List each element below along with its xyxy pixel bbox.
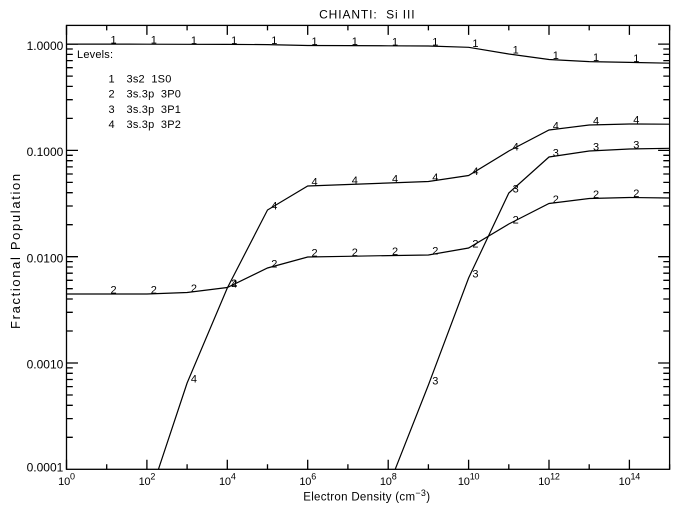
svg-text:2: 2 <box>513 215 519 227</box>
svg-text:2: 2 <box>231 278 237 290</box>
svg-text:1: 1 <box>109 73 115 85</box>
svg-text:1: 1 <box>432 37 438 49</box>
svg-text:2: 2 <box>271 259 277 271</box>
svg-text:0.0100: 0.0100 <box>27 251 64 265</box>
svg-text:0.1000: 0.1000 <box>27 145 64 159</box>
svg-text:0.0001: 0.0001 <box>27 460 64 474</box>
svg-text:3: 3 <box>593 142 599 154</box>
svg-text:1: 1 <box>633 53 639 65</box>
svg-text:1: 1 <box>593 52 599 64</box>
svg-text:4: 4 <box>191 374 197 386</box>
svg-text:1: 1 <box>352 36 358 48</box>
svg-text:1: 1 <box>392 36 398 48</box>
svg-text:2: 2 <box>432 246 438 258</box>
svg-text:2: 2 <box>111 285 117 297</box>
svg-text:1: 1 <box>111 35 117 47</box>
svg-text:4: 4 <box>392 174 398 186</box>
svg-text:4: 4 <box>432 172 438 184</box>
svg-text:3s2 1S0: 3s2 1S0 <box>127 73 172 85</box>
svg-text:1: 1 <box>553 50 559 62</box>
svg-text:3: 3 <box>633 140 639 152</box>
svg-text:3: 3 <box>432 376 438 388</box>
svg-text:2: 2 <box>553 194 559 206</box>
svg-text:3: 3 <box>472 269 478 281</box>
svg-text:4: 4 <box>633 115 639 127</box>
svg-text:2: 2 <box>312 248 318 260</box>
svg-text:3: 3 <box>513 184 519 196</box>
svg-text:1: 1 <box>191 35 197 47</box>
svg-text:0.0010: 0.0010 <box>27 358 64 372</box>
svg-text:2: 2 <box>633 188 639 200</box>
svg-text:4: 4 <box>312 177 318 189</box>
svg-text:3s.3p 3P2: 3s.3p 3P2 <box>127 119 182 131</box>
svg-text:4: 4 <box>271 201 277 213</box>
svg-text:1: 1 <box>312 36 318 48</box>
svg-text:CHIANTI: Si III: CHIANTI: Si III <box>319 8 415 22</box>
svg-text:Electron Density (cm−3): Electron Density (cm−3) <box>303 488 430 504</box>
svg-text:2: 2 <box>392 246 398 258</box>
svg-text:2: 2 <box>352 247 358 259</box>
svg-text:4: 4 <box>513 142 519 154</box>
svg-text:1.0000: 1.0000 <box>27 39 64 53</box>
svg-text:1: 1 <box>151 35 157 47</box>
svg-text:3: 3 <box>553 148 559 160</box>
svg-text:4: 4 <box>352 175 358 187</box>
svg-text:3: 3 <box>109 104 115 116</box>
svg-text:1: 1 <box>231 35 237 47</box>
svg-text:Levels:: Levels: <box>77 49 113 61</box>
svg-text:1: 1 <box>513 45 519 57</box>
svg-text:2: 2 <box>472 239 478 251</box>
svg-text:2: 2 <box>593 189 599 201</box>
svg-text:4: 4 <box>109 119 115 131</box>
svg-text:4: 4 <box>231 279 237 291</box>
svg-text:4: 4 <box>553 121 559 133</box>
svg-text:1: 1 <box>472 38 478 50</box>
svg-text:4: 4 <box>472 166 478 178</box>
svg-text:2: 2 <box>109 89 115 101</box>
svg-text:1: 1 <box>271 35 277 47</box>
svg-text:3s.3p 3P0: 3s.3p 3P0 <box>127 89 182 101</box>
svg-text:2: 2 <box>151 285 157 297</box>
svg-text:4: 4 <box>593 116 599 128</box>
svg-text:3s.3p 3P1: 3s.3p 3P1 <box>127 104 182 116</box>
svg-text:2: 2 <box>191 283 197 295</box>
svg-text:Fractional Population: Fractional Population <box>8 172 23 329</box>
